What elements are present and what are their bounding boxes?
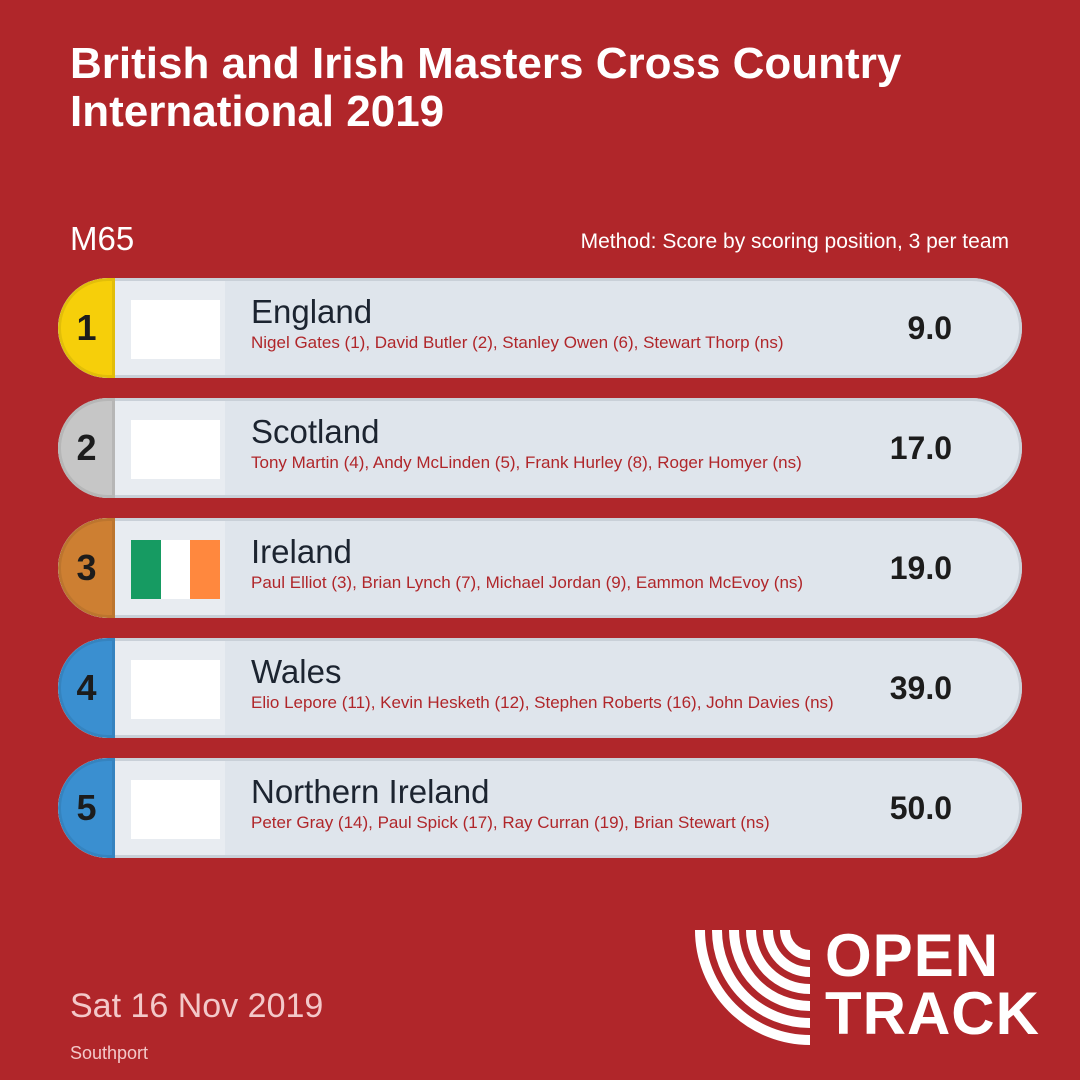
team-score: 19.0: [889, 550, 952, 586]
scoring-method: Method: Score by scoring position, 3 per…: [580, 230, 1009, 253]
opentrack-wordmark: OPEN TRACK: [825, 922, 1040, 1047]
event-venue: Southport: [70, 1043, 149, 1063]
team-members: Tony Martin (4), Andy McLinden (5), Fran…: [251, 453, 802, 472]
team-score: 50.0: [889, 790, 952, 826]
flag-stripe-green: [131, 540, 161, 599]
team-name: Ireland: [251, 533, 352, 570]
team-members: Paul Elliot (3), Brian Lynch (7), Michae…: [251, 573, 804, 592]
opentrack-logo-icon: [695, 929, 811, 1045]
event-date: Sat 16 Nov 2019: [70, 987, 324, 1025]
result-row: 2 Scotland Tony Martin (4), Andy McLinde…: [58, 398, 1022, 498]
result-row: 1 England Nigel Gates (1), David Butler …: [58, 278, 1022, 378]
rank-badge: 5: [58, 758, 115, 858]
england-flag-icon: [131, 300, 220, 359]
rank-badge: 2: [58, 398, 115, 498]
rank-badge: 1: [58, 278, 115, 378]
team-name: Wales: [251, 653, 342, 690]
team-name: Scotland: [251, 413, 380, 450]
flag-stripe-white: [160, 540, 191, 599]
team-score: 9.0: [907, 310, 952, 346]
logo-line-1: OPEN: [825, 922, 1000, 989]
ireland-flag-icon: [131, 540, 221, 599]
rank-badge: 3: [58, 518, 115, 618]
team-name: Northern Ireland: [251, 773, 490, 810]
team-score: 17.0: [889, 430, 952, 466]
title-line-2: International 2019: [70, 87, 445, 136]
page-title: British and Irish Masters Cross Country …: [70, 40, 1030, 136]
team-members: Nigel Gates (1), David Butler (2), Stanl…: [251, 333, 784, 352]
team-name: England: [251, 293, 373, 330]
logo-line-2: TRACK: [825, 980, 1040, 1047]
opentrack-logo: OPEN TRACK: [695, 925, 1055, 1050]
team-members: Peter Gray (14), Paul Spick (17), Ray Cu…: [251, 813, 770, 832]
results-list: 1 England Nigel Gates (1), David Butler …: [58, 278, 1022, 878]
flag-stripe-orange: [190, 540, 221, 599]
age-category: M65: [70, 220, 135, 257]
wales-flag-icon: [131, 660, 220, 719]
scotland-flag-icon: [131, 420, 220, 479]
northern-ireland-flag-icon: [131, 780, 220, 839]
result-row: 5 Northern Ireland Peter Gray (14), Paul…: [58, 758, 1022, 858]
team-score: 39.0: [889, 670, 952, 706]
rank-badge: 4: [58, 638, 115, 738]
result-row: 3 Ireland Paul Elliot (3), Brian Lynch (…: [58, 518, 1022, 618]
result-row: 4 Wales Elio Lepore (11), Kevin Hesketh …: [58, 638, 1022, 738]
title-line-1: British and Irish Masters Cross Country: [70, 39, 902, 88]
team-members: Elio Lepore (11), Kevin Hesketh (12), St…: [251, 693, 834, 712]
